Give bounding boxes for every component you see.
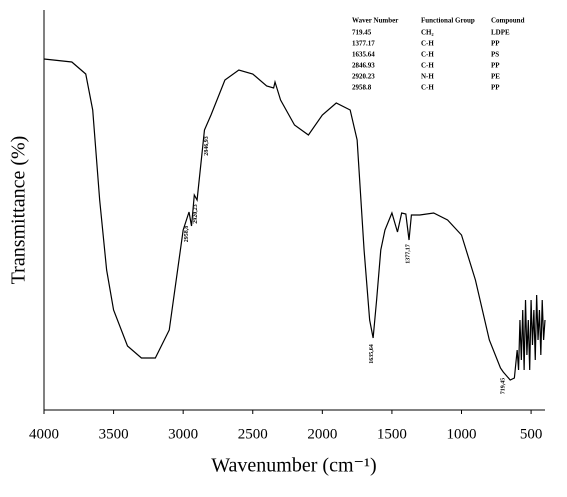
table-cell: 2846.93: [352, 62, 375, 70]
table-cell: CH₂: [421, 29, 434, 37]
table-cell: C-H: [421, 51, 434, 59]
x-tick-label: 3000: [168, 426, 198, 442]
table-header: Waver Number: [352, 17, 398, 25]
table-header: Functional Group: [421, 17, 475, 25]
peak-annotation: 1377,17: [405, 244, 411, 264]
x-tick-label: 4000: [29, 426, 59, 442]
x-tick-label: 2500: [238, 426, 268, 442]
table-header: Compound: [491, 17, 525, 25]
table-cell: LDPE: [491, 29, 510, 37]
table-cell: PS: [491, 51, 499, 59]
table-cell: C-H: [421, 62, 434, 70]
table-cell: PE: [491, 73, 500, 81]
x-tick-label: 2000: [307, 426, 337, 442]
table-cell: 1635.64: [352, 51, 375, 59]
peak-annotation: 719,45: [501, 378, 507, 395]
peak-annotation: 2920,23: [193, 204, 199, 224]
x-tick-label: 3500: [99, 426, 129, 442]
peak-annotation: 2958,8: [184, 226, 190, 243]
table-cell: 719.45: [352, 29, 372, 37]
peak-annotation: 1635,64: [369, 344, 375, 364]
table-cell: PP: [491, 84, 500, 92]
table-cell: N-H: [421, 73, 434, 81]
spectrum-line: [43, 58, 546, 381]
peak-annotation: 2846,93: [204, 136, 210, 156]
x-tick-label: 500: [520, 426, 543, 442]
x-axis-label: Wavenumber (cm⁻¹): [211, 455, 376, 477]
table-cell: 1377.17: [352, 40, 375, 48]
x-tick-label: 1500: [377, 426, 407, 442]
x-tick-label: 1000: [447, 426, 477, 442]
table-cell: PP: [491, 40, 500, 48]
table-cell: PP: [491, 62, 500, 70]
table-cell: 2958.8: [352, 84, 372, 92]
table-cell: C-H: [421, 84, 434, 92]
y-axis-label: Transmittance (%): [8, 136, 30, 285]
table-cell: 2920.23: [352, 73, 375, 81]
table-cell: C-H: [421, 40, 434, 48]
